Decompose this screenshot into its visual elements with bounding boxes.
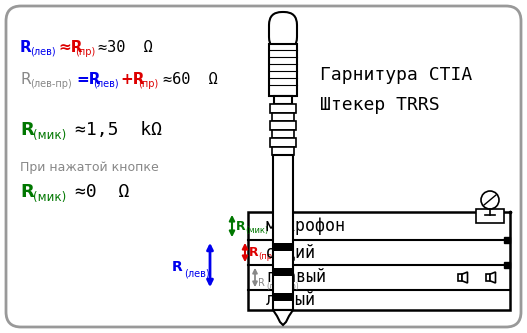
Text: (лев): (лев) <box>30 47 56 57</box>
Bar <box>272 113 294 121</box>
Text: R: R <box>20 73 31 88</box>
Bar <box>458 274 462 281</box>
Bar <box>486 274 490 281</box>
Text: (мик): (мик) <box>33 129 66 142</box>
Text: (мик): (мик) <box>33 190 66 203</box>
Text: (пр): (пр) <box>258 252 276 261</box>
Bar <box>270 104 296 113</box>
Text: ≈R: ≈R <box>58 41 83 56</box>
Text: (пр): (пр) <box>75 47 95 57</box>
Bar <box>273 155 293 310</box>
Text: микрофон: микрофон <box>266 217 346 235</box>
Text: R: R <box>20 183 34 201</box>
Text: (лев): (лев) <box>93 79 119 89</box>
FancyBboxPatch shape <box>269 12 297 50</box>
FancyBboxPatch shape <box>6 6 521 327</box>
Text: +R: +R <box>120 73 144 88</box>
Text: ≈0  Ω: ≈0 Ω <box>75 183 129 201</box>
Polygon shape <box>462 272 467 283</box>
Text: (мик): (мик) <box>245 225 268 234</box>
Text: R: R <box>258 277 265 287</box>
Text: ≈30  Ω: ≈30 Ω <box>98 41 153 56</box>
Text: (лев): (лев) <box>184 268 210 278</box>
Polygon shape <box>490 272 495 283</box>
Bar <box>273 243 293 251</box>
Bar <box>272 130 294 138</box>
Text: левый: левый <box>266 291 316 309</box>
Bar <box>272 147 294 155</box>
Bar <box>274 96 292 104</box>
Bar <box>273 293 293 301</box>
Circle shape <box>481 191 499 209</box>
Text: (пр): (пр) <box>138 79 158 89</box>
Text: R: R <box>20 121 34 139</box>
Text: (лев-пр): (лев-пр) <box>266 282 299 291</box>
Text: ≈1,5  kΩ: ≈1,5 kΩ <box>75 121 162 139</box>
Text: (лев-пр): (лев-пр) <box>30 79 72 89</box>
Bar <box>476 209 504 223</box>
Bar <box>273 268 293 276</box>
Bar <box>269 44 297 96</box>
Text: Гарнитура CTIA: Гарнитура CTIA <box>320 66 472 84</box>
Bar <box>270 121 296 130</box>
Polygon shape <box>273 310 293 325</box>
Text: R: R <box>249 246 259 259</box>
Text: R: R <box>20 41 32 56</box>
Bar <box>248 212 510 310</box>
Text: общий: общий <box>266 243 316 261</box>
Text: R: R <box>236 219 246 232</box>
Text: R: R <box>172 260 183 274</box>
Bar <box>270 138 296 147</box>
Text: Штекер TRRS: Штекер TRRS <box>320 96 440 114</box>
Text: правый: правый <box>266 268 326 286</box>
Text: При нажатой кнопке: При нажатой кнопке <box>20 162 159 174</box>
Text: ≈60  Ω: ≈60 Ω <box>163 73 218 88</box>
Text: =R: =R <box>76 73 101 88</box>
